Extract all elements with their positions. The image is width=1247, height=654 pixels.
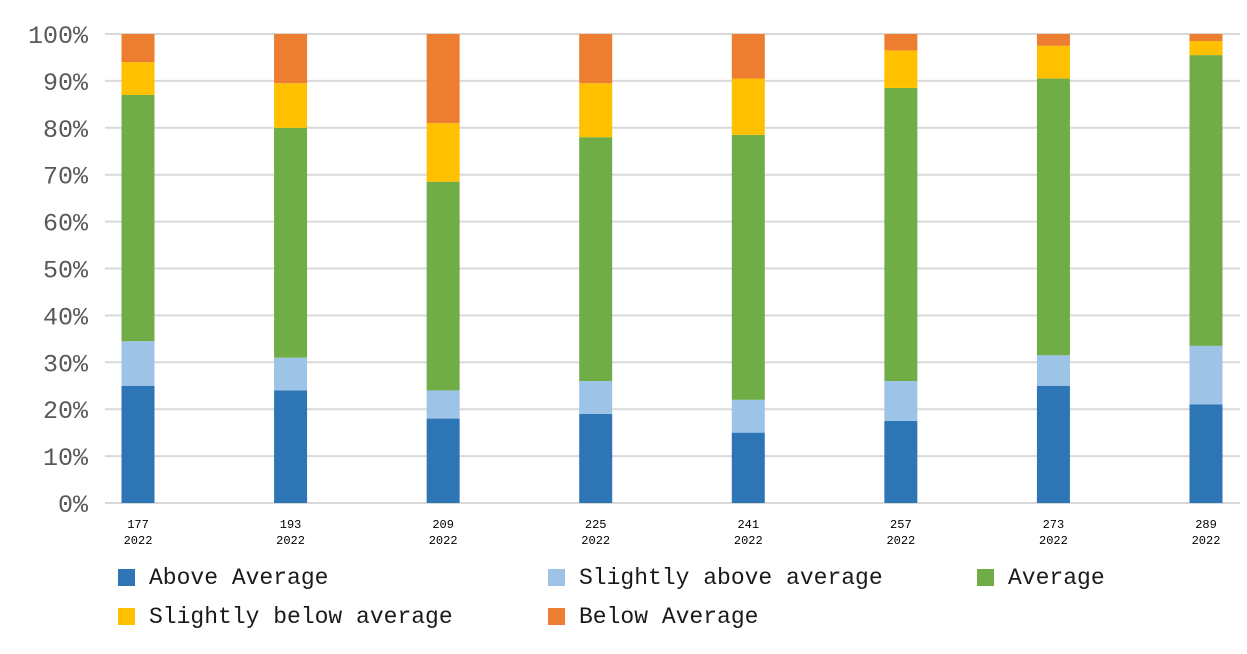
x-tick-label-4-0: 241: [737, 518, 759, 532]
bar-segment-3-4: [579, 34, 613, 84]
x-tick-label-5-0: 257: [890, 518, 912, 532]
legend-swatch-3: [118, 608, 135, 625]
y-tick-label-8: 80%: [43, 116, 89, 145]
bar-segment-1-3: [274, 83, 308, 128]
x-tick-label-1-0: 193: [280, 518, 302, 532]
bar-segment-5-2: [884, 87, 918, 382]
x-tick-label-6-1: 2022: [1039, 534, 1068, 548]
x-tick-label-3-1: 2022: [581, 534, 610, 548]
y-tick-label-7: 70%: [43, 163, 89, 192]
y-axis: 0% 10% 20% 30% 40% 50% 60% 70% 80% 90% 100%: [28, 22, 89, 520]
bar-segment-2-2: [426, 181, 460, 391]
bar-segment-7-1: [1189, 345, 1223, 405]
x-tick-label-7-0: 289: [1195, 518, 1217, 532]
legend-label-3: Slightly below average: [149, 604, 453, 630]
y-tick-label-2: 20%: [43, 397, 89, 426]
bar-segment-6-0: [1036, 385, 1070, 503]
bars: [121, 34, 1223, 503]
bar-segment-1-0: [274, 390, 308, 503]
y-tick-label-4: 40%: [43, 303, 89, 332]
bar-segment-1-2: [274, 127, 308, 358]
bar-segment-3-2: [579, 137, 613, 382]
legend-label-2: Average: [1008, 565, 1105, 591]
x-tick-label-1-1: 2022: [276, 534, 305, 548]
bar-segment-3-3: [579, 83, 613, 138]
legend-swatch-2: [977, 569, 994, 586]
bar-segment-5-0: [884, 420, 918, 503]
y-tick-label-1: 10%: [43, 444, 89, 473]
bar-segment-1-4: [274, 34, 308, 84]
bar-segment-0-2: [121, 94, 155, 342]
bar-segment-5-3: [884, 50, 918, 88]
bar-segment-7-0: [1189, 404, 1223, 503]
x-tick-label-5-1: 2022: [886, 534, 915, 548]
x-tick-label-2-1: 2022: [429, 534, 458, 548]
x-tick-label-7-1: 2022: [1192, 534, 1221, 548]
legend-swatch-0: [118, 569, 135, 586]
bar-segment-5-1: [884, 381, 918, 421]
x-tick-label-0-1: 2022: [124, 534, 153, 548]
bar-segment-4-3: [731, 78, 765, 135]
x-tick-label-4-1: 2022: [734, 534, 763, 548]
bar-segment-6-2: [1036, 78, 1070, 356]
legend: Above Average Slightly above average Avera…: [118, 565, 1105, 630]
bar-segment-2-0: [426, 418, 460, 503]
legend-swatch-4: [548, 608, 565, 625]
x-tick-label-0-0: 177: [127, 518, 149, 532]
bar-segment-6-3: [1036, 45, 1070, 79]
bar-segment-7-2: [1189, 55, 1223, 346]
bar-segment-4-0: [731, 432, 765, 503]
y-tick-label-6: 60%: [43, 210, 89, 239]
bar-segment-4-4: [731, 34, 765, 79]
bar-segment-2-1: [426, 390, 460, 419]
legend-swatch-1: [548, 569, 565, 586]
legend-label-1: Slightly above average: [579, 565, 883, 591]
bar-segment-6-4: [1036, 34, 1070, 46]
y-tick-label-10: 100%: [28, 22, 89, 51]
bar-segment-2-4: [426, 34, 460, 124]
legend-label-4: Below Average: [579, 604, 758, 630]
bar-segment-3-1: [579, 381, 613, 414]
x-axis: 177 2022 193 2022 209 2022 225 2022 241 2022 257 20…: [124, 518, 1221, 548]
legend-label-0: Above Average: [149, 565, 328, 591]
x-tick-label-3-0: 225: [585, 518, 607, 532]
bar-segment-0-4: [121, 34, 155, 63]
bar-segment-0-3: [121, 62, 155, 95]
x-tick-label-2-0: 209: [432, 518, 454, 532]
y-tick-label-9: 90%: [43, 69, 89, 98]
bar-segment-0-1: [121, 341, 155, 386]
bar-segment-5-4: [884, 34, 918, 51]
bar-segment-3-0: [579, 413, 613, 503]
bar-segment-4-1: [731, 399, 765, 433]
y-tick-label-0: 0%: [58, 491, 89, 520]
bar-segment-6-1: [1036, 355, 1070, 386]
x-tick-label-6-0: 273: [1043, 518, 1065, 532]
bar-segment-7-3: [1189, 41, 1223, 56]
y-tick-label-5: 50%: [43, 257, 89, 286]
bar-segment-7-4: [1189, 34, 1223, 42]
y-tick-label-3: 30%: [43, 350, 89, 379]
bar-segment-2-3: [426, 123, 460, 182]
bar-segment-4-2: [731, 134, 765, 400]
bar-segment-0-0: [121, 385, 155, 503]
bar-segment-1-1: [274, 357, 308, 391]
